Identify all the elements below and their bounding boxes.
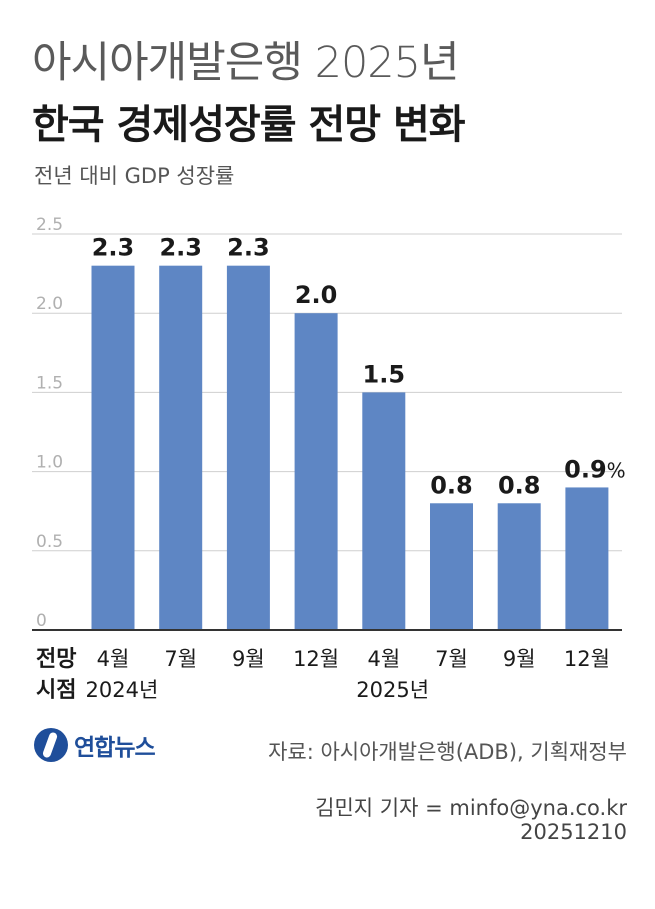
year-group-label: 2025년 bbox=[356, 678, 429, 702]
y-tick-label: 1.0 bbox=[36, 453, 63, 473]
bar-value-label: 2.3 bbox=[92, 234, 135, 262]
x-tick-label: 4월 bbox=[97, 647, 130, 671]
x-tick-label: 12월 bbox=[564, 647, 610, 671]
bar-value-label: 2.0 bbox=[295, 281, 338, 309]
bar-value-label: 0.8 bbox=[430, 471, 473, 499]
x-tick-label: 12월 bbox=[293, 647, 339, 671]
x-tick-label: 9월 bbox=[503, 647, 536, 671]
bar bbox=[430, 503, 473, 630]
y-tick-label: 2.5 bbox=[36, 215, 63, 235]
bar-value-label: 2.3 bbox=[227, 234, 270, 262]
yonhap-logo-icon bbox=[34, 728, 68, 762]
x-tick-label: 9월 bbox=[232, 647, 265, 671]
bar bbox=[159, 265, 203, 630]
bar bbox=[362, 392, 406, 630]
title-line-2: 한국 경제성장률 전망 변화 bbox=[32, 102, 466, 148]
title-line-1: 아시아개발은행 2025년 bbox=[32, 38, 460, 88]
credit-text: 김민지 기자 = minfo@yna.co.kr bbox=[315, 796, 627, 820]
x-tick-label: 7월 bbox=[435, 647, 468, 671]
bar-value-label: 1.5 bbox=[363, 360, 406, 388]
year-group-label: 2024년 bbox=[86, 678, 159, 702]
y-tick-label: 2.0 bbox=[36, 294, 63, 314]
y-tick-label: 0.5 bbox=[36, 532, 63, 552]
date-code: 20251210 bbox=[520, 820, 627, 844]
bar bbox=[565, 487, 609, 630]
bar-value-label: 0.9% bbox=[564, 455, 626, 483]
x-tick-label: 7월 bbox=[164, 647, 197, 671]
bar bbox=[91, 265, 135, 630]
unit-label: % bbox=[607, 458, 626, 482]
y-tick-label: 0 bbox=[36, 611, 47, 631]
bar bbox=[497, 503, 541, 630]
logo-text: 연합뉴스 bbox=[74, 735, 156, 761]
bar-value-label: 0.8 bbox=[498, 471, 541, 499]
bar-value-label: 2.3 bbox=[159, 234, 202, 262]
source-text: 자료: 아시아개발은행(ADB), 기획재정부 bbox=[268, 740, 627, 764]
chart-subtitle: 전년 대비 GDP 성장률 bbox=[34, 164, 235, 188]
bar bbox=[294, 313, 338, 630]
x-axis-title-line-1: 전망 bbox=[36, 647, 76, 672]
y-tick-label: 1.5 bbox=[36, 373, 63, 393]
bar bbox=[226, 265, 270, 630]
yonhap-logo: 연합뉴스 bbox=[34, 728, 156, 762]
x-axis-title-line-2: 시점 bbox=[36, 678, 76, 703]
x-tick-label: 4월 bbox=[367, 647, 400, 671]
